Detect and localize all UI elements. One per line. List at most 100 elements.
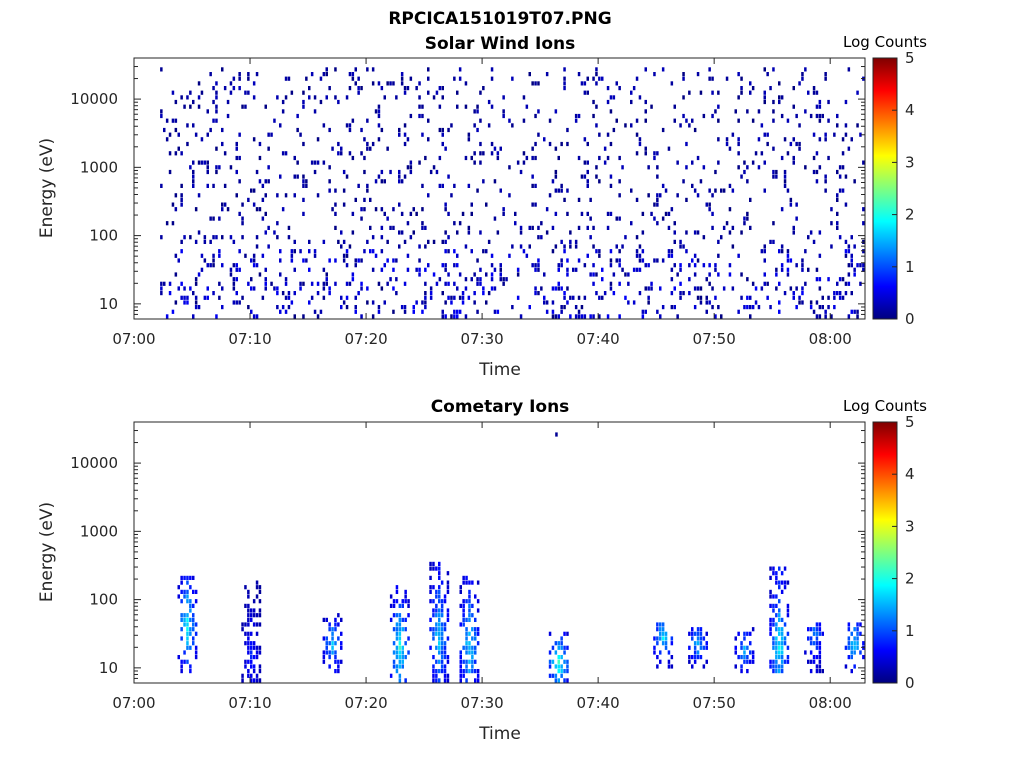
heatmap-cell: [351, 155, 355, 161]
heatmap-cell: [702, 636, 706, 641]
heatmap-cell: [438, 589, 441, 594]
heatmap-cell: [563, 76, 566, 81]
heatmap-cell: [531, 263, 534, 268]
heatmap-cell: [386, 281, 389, 286]
heatmap-cell: [459, 622, 462, 627]
heatmap-cell: [775, 622, 778, 627]
heatmap-cell: [798, 146, 801, 151]
heatmap-cell: [772, 571, 775, 576]
heatmap-cell: [380, 169, 384, 175]
heatmap-cell: [557, 188, 560, 193]
heatmap-cell: [238, 267, 241, 272]
heatmap-cell: [815, 267, 819, 272]
heatmap-cell: [380, 225, 384, 230]
heatmap-cell: [537, 225, 540, 230]
heatmap-cell: [276, 235, 279, 240]
heatmap-cell: [252, 95, 256, 100]
heatmap-cell: [844, 249, 848, 254]
heatmap-cell: [490, 76, 494, 81]
heatmap-cell: [476, 608, 480, 613]
heatmap-cell: [664, 641, 668, 646]
heatmap-cell: [462, 673, 465, 678]
heatmap-cell: [189, 627, 192, 632]
heatmap-cell: [194, 599, 198, 604]
heatmap-cell: [493, 267, 497, 272]
heatmap-cell: [446, 585, 450, 590]
heatmap-cell: [189, 669, 192, 674]
heatmap-cell: [244, 631, 247, 636]
heatmap-cell: [656, 193, 659, 198]
heatmap-cell: [653, 72, 656, 77]
heatmap-cell: [267, 225, 270, 230]
heatmap-cell: [853, 244, 856, 249]
heatmap-cell: [670, 267, 674, 272]
heatmap-cell: [548, 673, 552, 678]
heatmap-cell: [418, 104, 421, 109]
heatmap-cell: [830, 221, 833, 226]
heatmap-cell: [212, 86, 215, 91]
heatmap-cell: [705, 645, 708, 650]
heatmap-cell: [453, 183, 456, 188]
heatmap-cell: [244, 90, 247, 95]
heatmap-cell: [180, 202, 183, 207]
heatmap-cell: [459, 669, 462, 674]
heatmap-cell: [438, 650, 441, 655]
heatmap-cell: [177, 655, 180, 660]
heatmap-cell: [699, 631, 703, 636]
heatmap-cell: [740, 272, 743, 277]
heatmap-cell: [429, 617, 432, 622]
heatmap-cell: [508, 193, 511, 198]
heatmap-cell: [258, 599, 262, 604]
heatmap-cell: [383, 179, 386, 184]
heatmap-cell: [440, 669, 444, 674]
heatmap-cell: [583, 81, 587, 86]
heatmap-cell: [583, 314, 587, 319]
heatmap-cell: [572, 267, 575, 272]
heatmap-cell: [438, 86, 442, 91]
heatmap-cell: [818, 277, 822, 282]
heatmap-cell: [250, 631, 253, 636]
y-tick-label: 100: [89, 227, 118, 245]
heatmap-cell: [812, 641, 816, 646]
heatmap-cell: [474, 594, 477, 599]
heatmap-cell: [473, 151, 476, 156]
heatmap-cell: [293, 314, 296, 319]
heatmap-cell: [250, 659, 253, 664]
heatmap-cell: [714, 188, 717, 193]
heatmap-cell: [615, 258, 618, 263]
heatmap-cell: [699, 627, 703, 632]
heatmap-cell: [223, 151, 227, 156]
heatmap-cell: [377, 104, 381, 109]
heatmap-cell: [638, 253, 642, 258]
heatmap-cell: [786, 613, 790, 618]
heatmap-cell: [534, 267, 537, 272]
figure-title: RPCICA151019T07.PNG: [388, 9, 611, 29]
heatmap-cell: [258, 272, 262, 277]
heatmap-cell: [229, 235, 233, 240]
heatmap-cell: [711, 305, 714, 310]
heatmap-cell: [818, 253, 822, 258]
heatmap-cell: [465, 659, 468, 664]
heatmap-cell: [667, 664, 671, 669]
heatmap-cell: [647, 295, 650, 300]
heatmap-cell: [540, 221, 543, 226]
heatmap-cell: [618, 249, 621, 254]
heatmap-cell: [627, 281, 630, 286]
heatmap-cell: [853, 627, 856, 632]
heatmap-cell: [261, 295, 265, 300]
heatmap-cell: [682, 113, 685, 119]
heatmap-cell: [389, 277, 392, 282]
heatmap-cell: [337, 664, 340, 669]
heatmap-cell: [609, 286, 613, 291]
heatmap-cell: [746, 655, 749, 660]
heatmap-cell: [664, 188, 668, 193]
heatmap-cell: [252, 641, 256, 646]
heatmap-cell: [717, 118, 720, 123]
x-tick-label: 07:40: [577, 330, 620, 348]
heatmap-cell: [490, 286, 494, 291]
heatmap-cell: [812, 90, 816, 95]
heatmap-cell: [250, 664, 253, 669]
heatmap-cell: [635, 235, 639, 240]
heatmap-cell: [453, 295, 456, 300]
heatmap-cell: [519, 169, 523, 175]
